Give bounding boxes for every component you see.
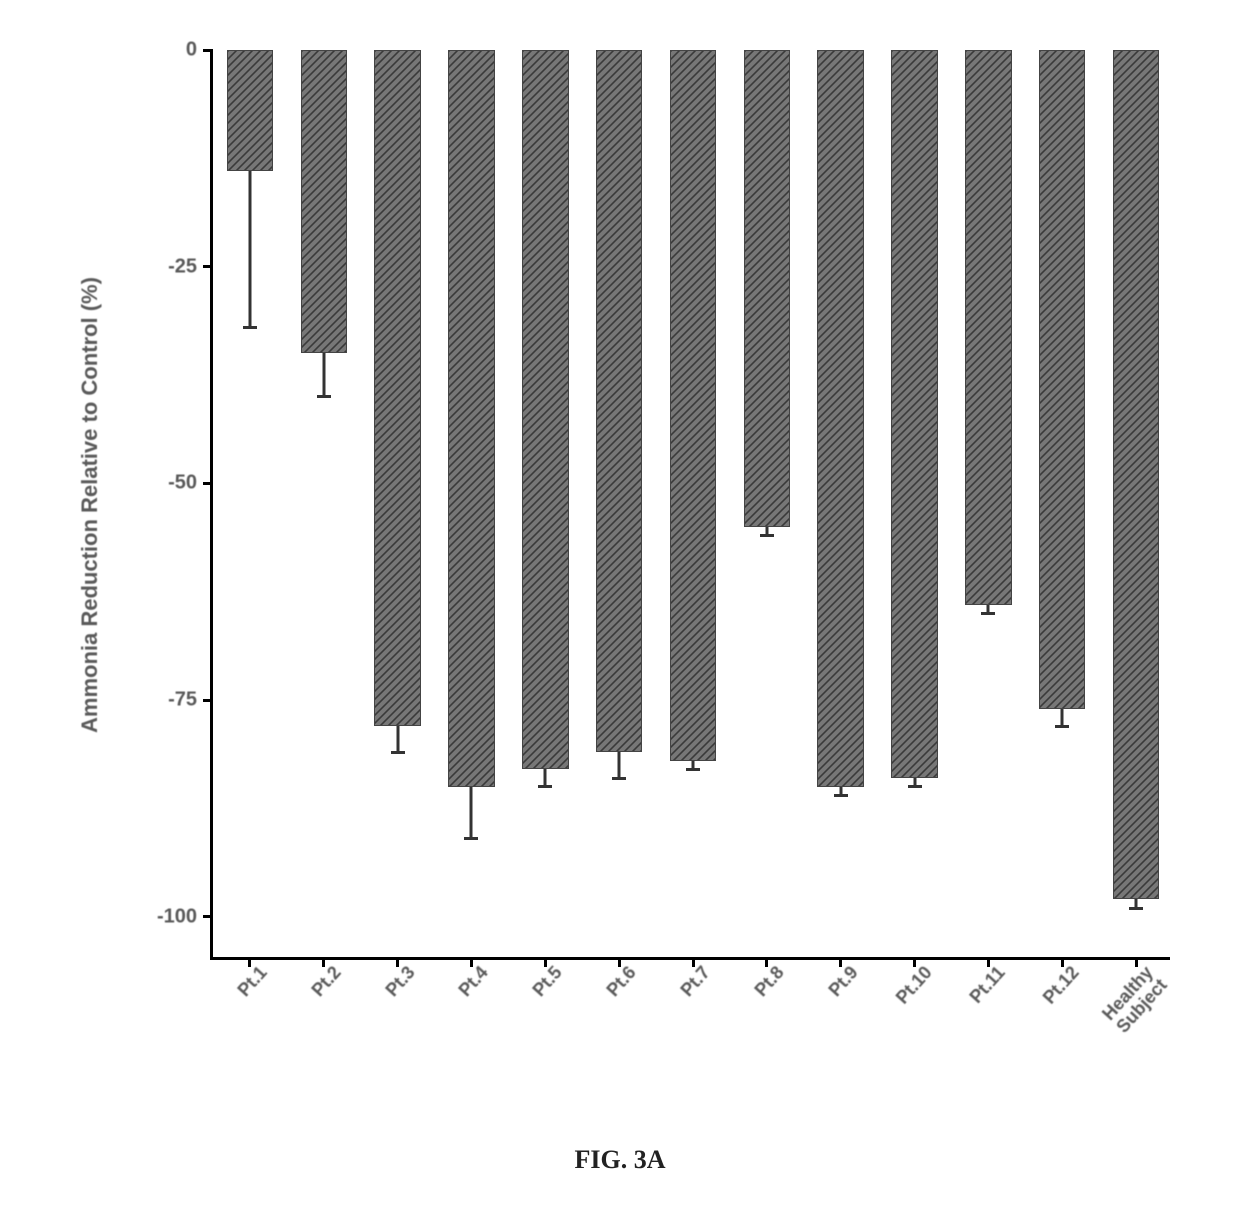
xtick	[618, 957, 621, 967]
xtick-label: Pt.9	[825, 963, 861, 1000]
bar	[227, 50, 274, 171]
xtick	[765, 957, 768, 967]
xtick-label: Pt.2	[308, 963, 344, 1000]
ytick	[203, 49, 213, 52]
xtick-label: Pt.11	[967, 963, 1009, 1007]
xtick-label: Healthy Subject	[1099, 963, 1171, 1037]
plot-area: 0-25-50-75-100Pt.1Pt.2Pt.3Pt.4Pt.5Pt.6Pt…	[210, 50, 1170, 960]
y-axis-label: Ammonia Reduction Relative to Control (%…	[77, 277, 103, 733]
ytick-label: -50	[168, 472, 197, 495]
bar	[891, 50, 938, 778]
xtick-label: Pt.6	[604, 963, 640, 1000]
xtick-label: Pt.12	[1040, 963, 1083, 1008]
bar	[965, 50, 1012, 605]
xtick-label: Pt.1	[235, 963, 271, 1000]
xtick	[322, 957, 325, 967]
ammonia-reduction-chart: 0-25-50-75-100Pt.1Pt.2Pt.3Pt.4Pt.5Pt.6Pt…	[210, 50, 1170, 960]
bar	[374, 50, 421, 726]
bar	[1113, 50, 1160, 899]
xtick-label: Pt.8	[751, 963, 787, 1000]
xtick-label: Pt.7	[678, 963, 714, 1000]
xtick	[396, 957, 399, 967]
xtick-label: Pt.10	[892, 963, 935, 1008]
xtick-label: Pt.5	[530, 963, 566, 1000]
bar	[1039, 50, 1086, 709]
bar	[448, 50, 495, 787]
page: 0 -25 -50 -75 -100 Pt.1 Pt.2 Pt.3 Pt.4 Pt.5 Pt.6 Pt…	[0, 0, 1240, 1211]
xtick-label: Pt.4	[456, 963, 492, 1000]
xtick	[1135, 957, 1138, 967]
ytick	[203, 915, 213, 918]
xtick	[839, 957, 842, 967]
bar	[301, 50, 348, 353]
bar	[744, 50, 791, 527]
xtick-label: Pt.3	[382, 963, 418, 1000]
ytick-label: -100	[157, 905, 197, 928]
bar	[522, 50, 569, 769]
bar	[670, 50, 717, 761]
figure-caption: FIG. 3A	[0, 1145, 1240, 1175]
xtick	[692, 957, 695, 967]
xtick	[913, 957, 916, 967]
ytick-label: -75	[168, 689, 197, 712]
bar	[596, 50, 643, 752]
ytick	[203, 699, 213, 702]
ytick-label: -25	[168, 255, 197, 278]
ytick	[203, 482, 213, 485]
bar	[817, 50, 864, 787]
xtick	[248, 957, 251, 967]
ytick-label: 0	[186, 39, 197, 62]
ytick	[203, 265, 213, 268]
